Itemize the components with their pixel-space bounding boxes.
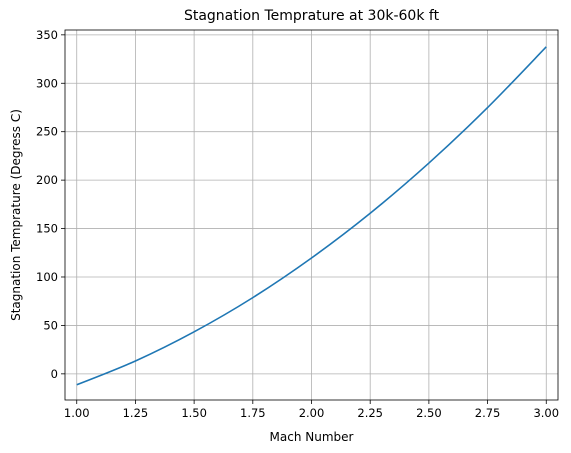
y-axis-label: Stagnation Temprature (Degress C) <box>9 109 23 321</box>
x-tick-label: 2.00 <box>299 406 325 420</box>
y-tick-label: 200 <box>36 173 58 187</box>
y-tick-label: 300 <box>36 76 58 90</box>
y-tick-label: 250 <box>36 125 58 139</box>
chart-title: Stagnation Temprature at 30k-60k ft <box>184 8 440 24</box>
x-tick-label: 1.25 <box>123 406 149 420</box>
x-axis-label: Mach Number <box>270 430 354 444</box>
series-layer <box>76 46 547 386</box>
y-tick-label: 50 <box>43 318 58 332</box>
y-tick-label: 350 <box>36 28 58 42</box>
x-tick-label: 2.75 <box>475 406 501 420</box>
x-tick-label: 2.25 <box>357 406 383 420</box>
y-tick-label: 150 <box>36 222 58 236</box>
tick-layer: 1.00 1.25 1.50 1.75 2.00 2.25 2.50 2.75 3.00 0 50 1… <box>36 28 559 420</box>
x-tick-label: 3.00 <box>533 406 559 420</box>
grid-layer <box>65 30 558 400</box>
y-tick-label: 0 <box>51 367 58 381</box>
x-tick-label: 1.00 <box>64 406 90 420</box>
y-tick-label: 100 <box>36 270 58 284</box>
x-tick-label: 1.75 <box>240 406 266 420</box>
x-tick-label: 2.50 <box>416 406 442 420</box>
x-tick-label: 1.50 <box>181 406 207 420</box>
stagnation-temperature-line <box>76 46 547 386</box>
